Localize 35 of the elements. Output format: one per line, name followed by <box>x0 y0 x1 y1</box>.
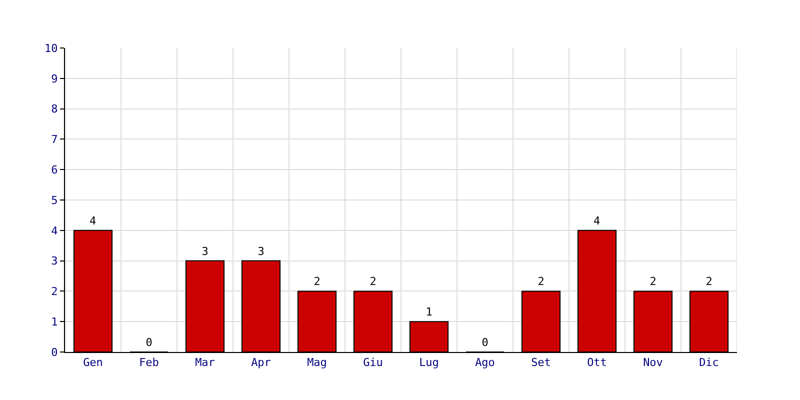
x-tick-label: Ott <box>587 356 607 370</box>
x-tick-label: Feb <box>139 356 159 370</box>
data-label: 4 <box>594 214 600 228</box>
x-tick-label: Lug <box>419 356 439 370</box>
x-tick-label: Giu <box>363 356 383 370</box>
data-label: 3 <box>202 244 208 258</box>
data-label: 4 <box>90 214 96 228</box>
data-label: 1 <box>426 306 432 319</box>
data-label: 2 <box>314 275 320 288</box>
y-tick-label: 10 <box>44 42 58 55</box>
data-label: 0 <box>482 336 488 349</box>
data-label: 2 <box>706 275 712 288</box>
x-tick-label: Set <box>531 356 551 370</box>
x-tick-label: Dic <box>699 356 719 370</box>
data-label: 3 <box>258 244 264 258</box>
y-tick-label: 8 <box>51 102 58 116</box>
data-label: 2 <box>538 275 544 288</box>
x-tick-label: Mag <box>307 356 327 370</box>
y-tick-label: 1 <box>51 315 58 328</box>
y-tick-label: 9 <box>51 72 58 86</box>
y-tick-label: 6 <box>51 163 58 176</box>
x-tick-label: Mar <box>195 356 216 370</box>
x-tick-label: Gen <box>83 356 103 370</box>
data-label: 2 <box>370 275 376 288</box>
x-tick-label: Apr <box>251 356 272 370</box>
y-tick-label: 5 <box>51 194 58 207</box>
y-tick-label: 0 <box>51 346 58 359</box>
y-tick-label: 7 <box>51 133 58 146</box>
data-label: 2 <box>650 275 656 288</box>
x-tick-label: Nov <box>643 356 664 370</box>
y-tick-label: 3 <box>51 254 58 268</box>
y-tick-label: 2 <box>51 285 58 298</box>
x-tick-label: Ago <box>475 356 495 370</box>
y-tick-label: 4 <box>51 224 58 238</box>
data-label: 0 <box>146 336 152 349</box>
